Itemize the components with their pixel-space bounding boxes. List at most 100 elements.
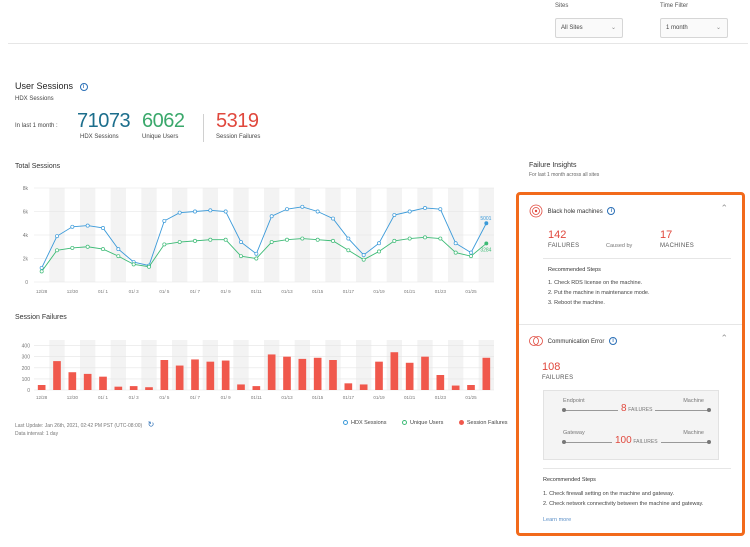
chevron-up-icon[interactable]: ⌃ (720, 333, 728, 343)
step-item: 2. Check network connectivity between th… (543, 501, 704, 507)
machine-label: Machine (683, 430, 704, 436)
failure-bar (206, 361, 215, 390)
y-tick-label: 300 (22, 355, 31, 361)
failure-bar (252, 386, 261, 390)
failure-bar (313, 357, 322, 390)
x-tick-label: 01/ 1 (98, 289, 109, 294)
failure-insights-panel: Black hole machines i ⌃ 142 FAILURES Cau… (516, 192, 745, 536)
x-tick-label: 01/ 7 (190, 289, 201, 294)
x-tick-label: 01/ 9 (221, 289, 232, 294)
failure-bar (283, 356, 291, 390)
x-tick-label: 01/ 3 (129, 395, 140, 400)
data-point (269, 214, 274, 219)
chevron-down-icon: ⌄ (715, 25, 721, 31)
x-tick-label: 01/ 5 (159, 289, 170, 294)
step-item: 3. Reboot the machine. (548, 300, 605, 306)
data-point (162, 218, 167, 223)
comm-error-failures-label: FAILURES (542, 375, 574, 381)
data-point (162, 242, 167, 247)
data-point (392, 213, 397, 217)
data-point (484, 221, 489, 226)
series-line (41, 206, 487, 269)
legend-item-session-failures[interactable]: Session Failures (458, 420, 508, 426)
communication-error-title: Communication Error (547, 338, 605, 345)
endpoint-node-icon (562, 408, 566, 412)
failure-bar (114, 386, 123, 390)
x-tick-label: 01/13 (281, 395, 293, 400)
failure-bar (83, 373, 92, 390)
learn-more-link[interactable]: Learn more (543, 517, 572, 523)
black-hole-machines-value: 17 (660, 229, 673, 241)
comm-error-steps: 1. Check firewall setting on the machine… (543, 489, 703, 509)
black-hole-machines-label: MACHINES (660, 243, 695, 249)
legend-item-hdx-sessions[interactable]: HDX Sessions (343, 420, 386, 426)
data-point (193, 238, 197, 243)
legend-label: HDX Sessions (351, 420, 387, 426)
machine-node-icon (707, 408, 711, 412)
black-hole-steps-title: Recommended Steps (548, 267, 601, 273)
data-point (469, 250, 473, 255)
data-point (223, 237, 228, 242)
data-point (55, 248, 59, 253)
black-hole-header[interactable]: Black hole machines i (529, 204, 616, 218)
end-value-label: 3284 (480, 247, 491, 253)
x-tick-label: 01/ 3 (129, 289, 140, 294)
data-point (254, 251, 259, 256)
legend-marker-icon (402, 420, 407, 426)
chevron-up-icon[interactable]: ⌃ (720, 203, 728, 213)
failure-bar (191, 359, 199, 390)
time-filter-value: 1 month (666, 25, 688, 31)
failure-bar (467, 385, 475, 390)
failure-bar (390, 352, 399, 390)
series-line (41, 236, 487, 272)
data-point (484, 241, 489, 246)
data-point (85, 244, 90, 249)
data-interval: Data interval: 1 day (15, 431, 59, 437)
black-hole-steps: 1. Check RDS license on the machine. 2. … (548, 278, 650, 308)
machine-label: Machine (683, 398, 704, 404)
y-tick-label: 0 (25, 280, 28, 286)
x-tick-label: 01/17 (343, 289, 355, 294)
endpoint-failures-value: 8 (621, 403, 627, 414)
gateway-failures-value: 100 (615, 435, 632, 446)
last-update-text: Last Update: Jan 26th, 2021, 02:42 PM PS… (15, 423, 143, 429)
gateway-label: Gateway (563, 430, 585, 436)
data-point (39, 269, 44, 274)
x-tick-label: 01/15 (312, 395, 324, 400)
y-tick-label: 400 (22, 344, 31, 350)
chart-band (110, 340, 126, 390)
x-tick-label: 01/ 9 (221, 395, 232, 400)
legend-label: Unique Users (410, 420, 444, 426)
legend-item-unique-users[interactable]: Unique Users (402, 420, 443, 426)
stat-value: 71073 (77, 110, 131, 132)
data-point (223, 209, 228, 214)
y-tick-label: 2k (23, 257, 29, 263)
stat-divider (203, 114, 204, 142)
y-tick-label: 6k (23, 210, 29, 216)
chart-band (141, 340, 157, 390)
card-divider (543, 468, 731, 469)
communication-error-header[interactable]: Communication Error i (529, 334, 618, 348)
info-icon[interactable]: i (607, 207, 616, 215)
data-point (315, 237, 320, 242)
failure-path-diagram: Endpoint Machine 8 FAILURES Gateway Mach… (543, 390, 719, 460)
info-icon[interactable]: i (79, 82, 88, 91)
failure-bar (359, 384, 368, 390)
failure-bar (68, 372, 77, 390)
endpoint-failures: 8 FAILURES (618, 403, 656, 414)
refresh-icon[interactable]: ↻ (147, 420, 155, 429)
data-point (331, 238, 335, 243)
data-point (361, 257, 366, 262)
data-point (285, 207, 289, 212)
stat-label: Unique Users (142, 134, 179, 140)
info-icon[interactable]: i (609, 337, 618, 345)
stat-value: 5319 (216, 110, 259, 132)
time-filter-select[interactable]: 1 month ⌄ (660, 18, 728, 38)
machine-node-icon (707, 440, 711, 444)
data-point (392, 238, 397, 243)
data-point (269, 240, 274, 245)
stat-label: Session Failures (216, 134, 261, 140)
chart-band (448, 340, 464, 390)
sites-select[interactable]: All Sites ⌄ (555, 18, 623, 38)
failure-bar (482, 357, 491, 390)
